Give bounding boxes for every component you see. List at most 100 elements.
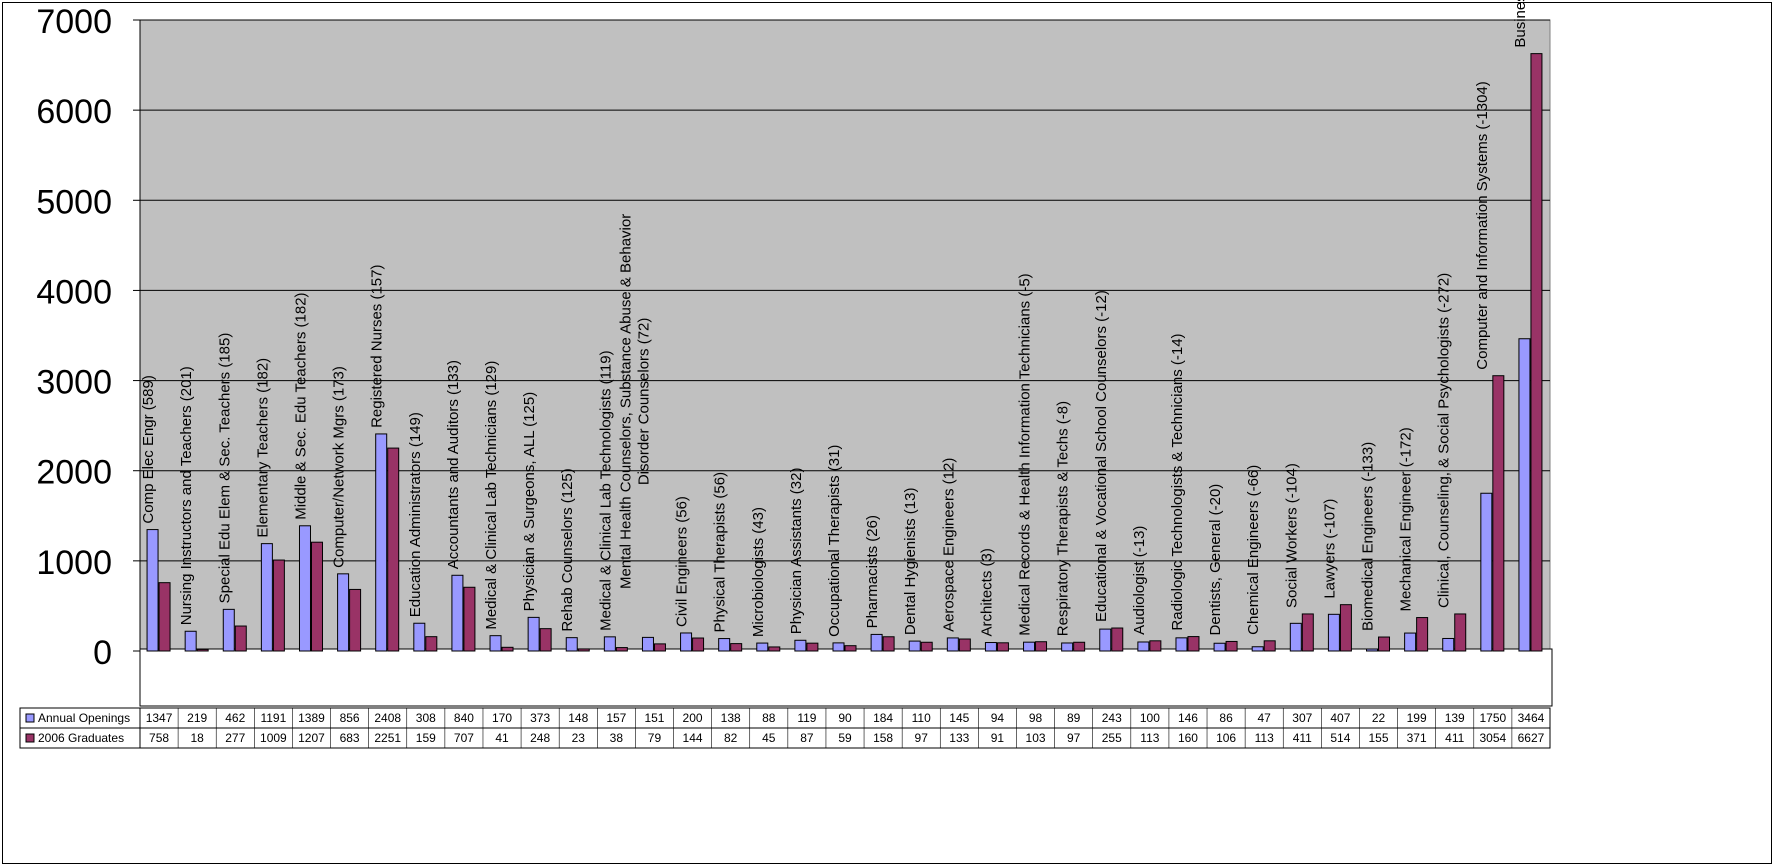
bar-2006-graduates	[1111, 627, 1124, 652]
data-table-value: 307	[1292, 711, 1312, 725]
data-table-value: 2251	[374, 731, 401, 745]
bar-2006-graduates	[234, 625, 247, 652]
category-label: Pharmacists (26)	[864, 515, 881, 628]
bar-annual-openings	[1518, 338, 1531, 652]
data-table-value: 184	[873, 711, 893, 725]
category-label: Computer/Network Mgrs (173)	[331, 366, 348, 568]
data-table-value: 155	[1368, 731, 1388, 745]
bar-annual-openings	[413, 622, 426, 652]
bar-2006-graduates	[653, 643, 666, 652]
data-table-value: 159	[416, 731, 436, 745]
bar-annual-openings	[946, 637, 959, 652]
data-table-value: 23	[572, 731, 586, 745]
bar-2006-graduates	[1263, 640, 1276, 652]
category-label: Medical & Clinical Lab Technicians (129)	[483, 361, 500, 630]
bar-2006-graduates	[1187, 636, 1200, 652]
bars	[146, 53, 1543, 652]
category-label: Chemical Engineers (-66)	[1245, 465, 1262, 635]
data-table-value: 3054	[1479, 731, 1506, 745]
data-table-value: 160	[1178, 731, 1198, 745]
bar-annual-openings	[489, 635, 502, 652]
category-label: Accountants and Auditors (133)	[445, 360, 462, 569]
plot-background	[139, 19, 1551, 652]
data-table-value: 157	[606, 711, 626, 725]
y-axis: 0 1000 2000 3000 4000 5000 6000 7000	[36, 3, 141, 672]
bar-annual-openings	[184, 630, 197, 652]
bar-annual-openings	[1023, 641, 1036, 652]
category-label: Business Managers (-3163)	[1512, 0, 1529, 48]
data-table-value: 98	[1029, 711, 1043, 725]
bar-annual-openings	[984, 642, 997, 652]
bar-annual-openings	[718, 638, 731, 652]
category-label: Mechanical Engineer (-172)	[1398, 427, 1415, 611]
data-table-value: 89	[1067, 711, 1081, 725]
data-table-value: 243	[1102, 711, 1122, 725]
bar-annual-openings	[1175, 637, 1188, 652]
data-table-value: 113	[1255, 731, 1274, 745]
data-table-value: 133	[949, 731, 969, 745]
data-table-value: 248	[530, 731, 550, 745]
bar-2006-graduates	[425, 636, 438, 652]
data-table-value: 88	[762, 711, 776, 725]
bar-2006-graduates	[730, 643, 743, 652]
category-label: Architects (3)	[978, 548, 995, 636]
data-table-value: 255	[1102, 731, 1122, 745]
bar-2006-graduates	[615, 647, 628, 652]
y-tick-label: 6000	[36, 93, 112, 131]
data-table-value: 411	[1293, 731, 1312, 745]
data-table-value: 45	[762, 731, 776, 745]
bar-annual-openings	[680, 632, 693, 652]
legend-label: Annual Openings	[38, 711, 130, 725]
category-label: Medical Records & Health Information Tec…	[1017, 273, 1034, 635]
data-table-value: 411	[1445, 731, 1464, 745]
bar-annual-openings	[1480, 492, 1493, 652]
category-label: Elementary Teachers (182)	[254, 358, 271, 538]
category-label: Registered Nurses (157)	[369, 265, 386, 428]
data-table-value: 97	[915, 731, 929, 745]
y-tick-label: 0	[93, 634, 112, 672]
data-table-value: 6627	[1518, 731, 1545, 745]
bar-annual-openings	[222, 608, 235, 652]
data-table-value: 91	[991, 731, 1005, 745]
bar-2006-graduates	[1454, 613, 1467, 652]
data-table-value: 113	[1140, 731, 1159, 745]
data-table: Annual Openings 1347 219 462 1191 1389 856 2408…	[19, 707, 1551, 749]
bar-2006-graduates	[310, 541, 323, 652]
bar-annual-openings	[1099, 628, 1112, 652]
data-table-value: 38	[610, 731, 624, 745]
bar-2006-graduates	[158, 582, 171, 652]
category-label: Physician Assistants (32)	[788, 468, 805, 635]
data-table-value: 2408	[374, 711, 401, 725]
bar-annual-openings	[1251, 646, 1264, 652]
data-table-value: 87	[800, 731, 814, 745]
bar-2006-graduates	[501, 646, 514, 652]
data-table-value: 1009	[260, 731, 287, 745]
data-table-value: 683	[340, 731, 360, 745]
bar-2006-graduates	[1301, 613, 1314, 652]
data-table-value: 100	[1140, 711, 1160, 725]
category-label: Mental Health Counselors, Substance Abus…	[617, 214, 652, 589]
plot-floor	[139, 648, 1553, 707]
data-table-value: 200	[683, 711, 703, 725]
bar-annual-openings	[794, 639, 807, 652]
bar-annual-openings	[1404, 632, 1417, 652]
data-table-value: 103	[1026, 731, 1046, 745]
category-labels: Comp Elec Engr (589) Nursing Instructors …	[140, 0, 1529, 637]
bar-annual-openings	[908, 640, 921, 652]
bar-2006-graduates	[1339, 604, 1352, 652]
data-table-value: 373	[530, 711, 550, 725]
data-table-value: 47	[1258, 711, 1272, 725]
bar-annual-openings	[1327, 613, 1340, 652]
bar-2006-graduates	[1492, 375, 1505, 652]
y-tick-label: 4000	[36, 273, 112, 311]
data-table-value: 219	[187, 711, 207, 725]
category-label: Medical & Clinical Lab Technologists (11…	[597, 350, 614, 630]
y-tick-label: 2000	[36, 454, 112, 492]
bar-2006-graduates	[1416, 617, 1429, 652]
category-label-line: Mental Health Counselors, Substance Abus…	[617, 214, 634, 589]
data-table-value: 18	[190, 731, 204, 745]
bar-2006-graduates	[1378, 636, 1391, 652]
data-table-value: 138	[721, 711, 741, 725]
bar-2006-graduates	[1073, 641, 1086, 652]
bar-2006-graduates	[349, 588, 362, 652]
